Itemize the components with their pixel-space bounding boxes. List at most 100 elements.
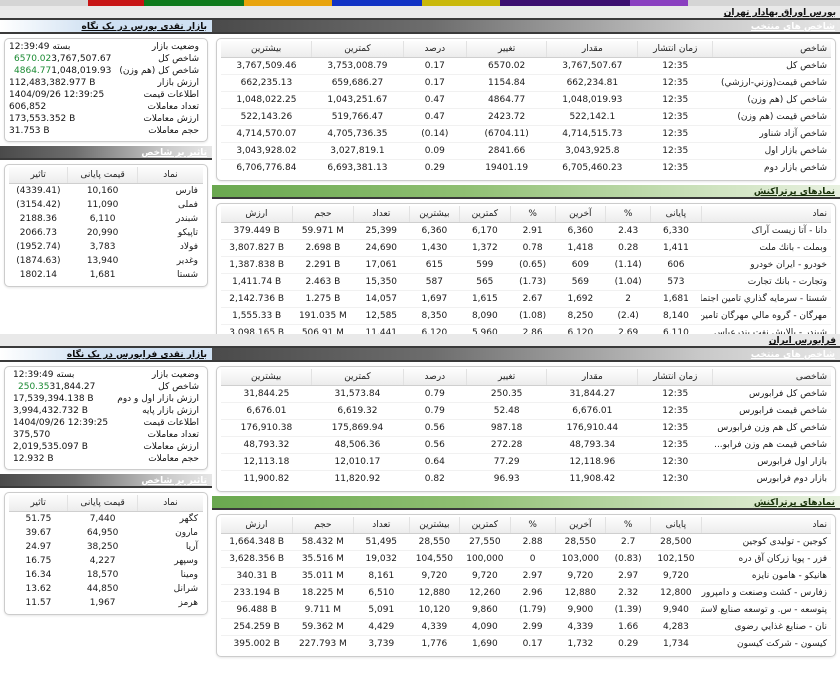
symbol-name[interactable]: وبملت - بانك ملت bbox=[701, 239, 831, 257]
index-name[interactable]: شاخص بازار اول bbox=[712, 142, 831, 160]
col-last-pct[interactable]: % bbox=[509, 206, 556, 223]
col-symbol[interactable]: نماد bbox=[136, 495, 203, 512]
col-value[interactable]: ارزش bbox=[221, 206, 293, 223]
col-high[interactable]: بیشترین bbox=[221, 41, 312, 58]
col-volume[interactable]: حجم bbox=[291, 517, 354, 534]
col-index-name[interactable]: شاخص bbox=[712, 41, 831, 58]
index-name[interactable]: شاخص قیمت(وزني-ارزشي) bbox=[712, 74, 831, 92]
col-closing-price[interactable]: قیمت پایانی bbox=[67, 495, 138, 512]
col-closing-price[interactable]: قیمت پایانی bbox=[67, 167, 138, 184]
final-price: 1,734 bbox=[663, 639, 689, 649]
col-volume[interactable]: حجم bbox=[291, 206, 354, 223]
symbol-name[interactable]: کیسون - شرکت کیسون bbox=[736, 639, 827, 649]
symbol-name[interactable]: وسپهر bbox=[174, 556, 198, 566]
col-index-name[interactable]: شاخصی bbox=[712, 369, 831, 386]
symbol-name[interactable]: تاپیکو bbox=[177, 228, 198, 238]
col-percent[interactable]: درصد bbox=[402, 369, 467, 386]
symbol-name[interactable]: شستا - سرمایه گذاري تامین اجتماعي bbox=[701, 290, 831, 308]
symbol-name[interactable]: فزر - پویا زرکان آق دره bbox=[701, 550, 831, 568]
col-last[interactable]: آخرین bbox=[554, 517, 606, 534]
index-name[interactable]: شاخص آزاد شناور bbox=[712, 125, 831, 143]
symbol-name[interactable]: خودرو - ایران خودرو bbox=[701, 256, 831, 274]
symbol-name[interactable]: فملی bbox=[178, 200, 198, 210]
symbol-name[interactable]: مهرگان - گروه مالي مهرگان تامین پارس bbox=[701, 307, 831, 325]
symbol-name[interactable]: دانا - آتا زیست آراک bbox=[701, 222, 831, 240]
index-name[interactable]: شاخص قیمت هم وزن فرابو... bbox=[712, 436, 831, 454]
index-name[interactable]: شاخص قیمت فرابورس bbox=[712, 402, 831, 420]
col-change[interactable]: تغییر bbox=[466, 41, 547, 58]
index-name[interactable]: بازار اول فرابورس bbox=[712, 453, 831, 471]
symbol-name[interactable]: وتجارت - بانك تجارت bbox=[701, 273, 831, 291]
low-price: 565 bbox=[459, 273, 511, 291]
col-final-pct[interactable]: % bbox=[605, 517, 651, 534]
symbol-name[interactable]: مارون bbox=[175, 528, 198, 538]
tse-effect-panel: تاثیر بر شاخص نماد قیمت پایانی تاثیر فار… bbox=[0, 146, 212, 287]
symbol-name[interactable]: شستا bbox=[176, 270, 198, 280]
closing-price: 64,950 bbox=[86, 528, 119, 538]
symbol-name[interactable]: فارس bbox=[175, 186, 198, 196]
last-price: 8,250 bbox=[555, 307, 606, 325]
symbol-name[interactable]: زفارس - کشت وصنعت و دامپروری یگاه ... bbox=[701, 584, 831, 602]
symbol-name[interactable]: شبندر bbox=[175, 214, 198, 224]
col-publish-time[interactable]: زمان انتشار bbox=[637, 41, 713, 58]
col-symbol[interactable]: نماد bbox=[136, 167, 203, 184]
table-row: کوجین - تولیدی کوجین 28,500 2.7 28,550 2.88 2… bbox=[221, 533, 831, 551]
summary-label: ارزش معاملات bbox=[143, 114, 199, 124]
col-publish-time[interactable]: زمان انتشار bbox=[637, 369, 713, 386]
index-name[interactable]: شاخص کل bbox=[712, 57, 831, 75]
trade-volume: 18.225 M bbox=[292, 584, 354, 602]
symbol-name[interactable]: ومینا bbox=[180, 570, 198, 580]
symbol-name[interactable]: پتوسعه - س. و توسعه صنایع لاستیك bbox=[701, 601, 831, 619]
symbol-name[interactable]: کوجین - تولیدی کوجین bbox=[701, 533, 831, 551]
index-effect: 51.75 bbox=[25, 514, 52, 524]
symbol-name[interactable]: فولاد bbox=[179, 242, 198, 252]
index-name[interactable]: شاخص کل هم وزن فرابورس bbox=[712, 419, 831, 437]
col-value[interactable]: مقدار bbox=[546, 369, 638, 386]
col-change[interactable]: تغییر bbox=[466, 369, 547, 386]
col-effect[interactable]: تاثیر bbox=[9, 495, 68, 512]
col-high[interactable]: بیشترین bbox=[221, 369, 312, 386]
col-last[interactable]: آخرین bbox=[554, 206, 606, 223]
index-name[interactable]: بازار دوم فرابورس bbox=[756, 474, 827, 484]
col-value[interactable]: ارزش bbox=[221, 517, 293, 534]
col-effect[interactable]: تاثیر bbox=[9, 167, 68, 184]
index-name[interactable]: شاخص قیمت (هم وزن) bbox=[712, 108, 831, 126]
index-name[interactable]: شاخص کل فرابورس bbox=[712, 385, 831, 403]
summary-row: ارزش بازار 112,483,382.977 B bbox=[5, 77, 203, 89]
col-high[interactable]: بیشترین bbox=[408, 517, 460, 534]
summary-label: حجم معاملات bbox=[148, 454, 199, 464]
symbol-name[interactable]: شرانل bbox=[173, 584, 198, 594]
col-high[interactable]: بیشترین bbox=[408, 206, 460, 223]
last-price: 6,360 bbox=[555, 222, 606, 240]
symbol-name[interactable]: هرمز bbox=[178, 598, 199, 608]
index-name[interactable]: شاخص بازار دوم bbox=[764, 163, 827, 173]
closing-price: 11,090 bbox=[86, 200, 119, 210]
low-price: 5,960 bbox=[471, 328, 498, 338]
col-low[interactable]: کمترین bbox=[311, 369, 404, 386]
col-percent[interactable]: درصد bbox=[402, 41, 467, 58]
symbol-name[interactable]: وغدیر bbox=[176, 256, 198, 266]
ifb-overview-body: وضعیت بازار بسته 12:39:49 شاخص کل 250.3531,… bbox=[9, 369, 203, 465]
index-name[interactable]: شاخص کل (هم وزن) bbox=[712, 91, 831, 109]
col-final-pct[interactable]: % bbox=[605, 206, 651, 223]
symbol-name[interactable]: نان - صنایع غذایي رضوی bbox=[701, 618, 831, 636]
symbol-name[interactable]: شبندر - پالایش نفت بندرعباس bbox=[713, 328, 827, 338]
col-count[interactable]: تعداد bbox=[352, 517, 410, 534]
symbol-name[interactable]: کگهر bbox=[179, 514, 198, 524]
symbol-name[interactable]: آریا bbox=[185, 542, 198, 552]
col-low[interactable]: کمترین bbox=[311, 41, 404, 58]
col-symbol[interactable]: نماد bbox=[700, 517, 831, 534]
col-final[interactable]: پایانی bbox=[650, 517, 702, 534]
col-count[interactable]: تعداد bbox=[352, 206, 410, 223]
col-low[interactable]: کمترین bbox=[459, 517, 511, 534]
symbol-name[interactable]: هانیکو - هامون نایزه bbox=[701, 567, 831, 585]
col-last-pct[interactable]: % bbox=[509, 517, 556, 534]
low-price: 27,550 bbox=[459, 533, 511, 551]
final-percent: 2.43 bbox=[605, 222, 651, 240]
tse-most-traded-panel: نمادهای پرتراکنش نماد پایانی % آخرین % ک… bbox=[212, 185, 840, 346]
col-value[interactable]: مقدار bbox=[546, 41, 638, 58]
col-symbol[interactable]: نماد bbox=[700, 206, 831, 223]
col-final[interactable]: پایانی bbox=[650, 206, 702, 223]
trade-value: 233.194 B bbox=[221, 584, 293, 602]
col-low[interactable]: کمترین bbox=[459, 206, 511, 223]
